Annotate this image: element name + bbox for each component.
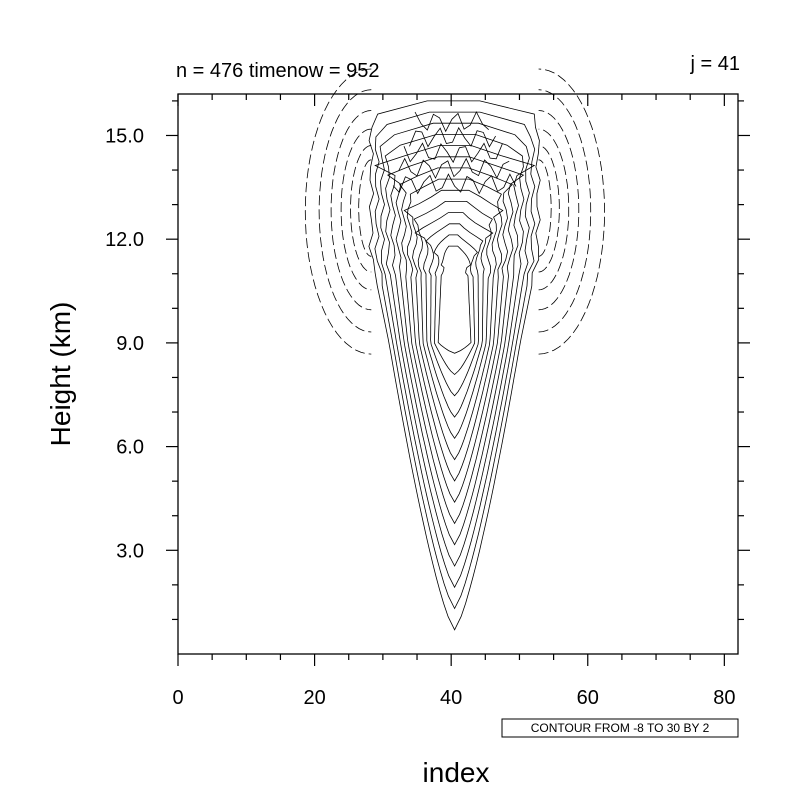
contour-lines (304, 68, 606, 631)
contour-line-negative (318, 89, 372, 333)
y-axis-title: Height (km) (45, 302, 76, 447)
contour-info-box: CONTOUR FROM -8 TO 30 BY 2 (501, 718, 739, 738)
contour-line-positive (437, 245, 472, 354)
y-tick-label: 9.0 (116, 333, 144, 355)
contour-line-negative (538, 159, 552, 257)
x-tick-label: 40 (440, 687, 462, 709)
contour-line-positive (409, 126, 496, 148)
contour-line-negative (538, 68, 606, 355)
contour-line-positive (414, 212, 494, 418)
contour-line-positive (406, 178, 503, 482)
contour-line-negative (304, 68, 372, 355)
y-tick-label: 12.0 (105, 229, 144, 251)
contour-line-positive (398, 157, 510, 179)
contour-line-positive (425, 223, 484, 397)
x-axis-title: index (423, 757, 490, 788)
contour-line-positive (392, 173, 517, 195)
title-right: j = 41 (690, 53, 740, 75)
contour-line-positive (403, 142, 503, 164)
contour-line-negative (358, 159, 372, 257)
y-axis: 3.0 6.0 9.0 12.0 15.0 (105, 100, 750, 621)
x-tick-label: 0 (172, 687, 183, 709)
contour-line-positive (368, 100, 541, 631)
y-tick-label: 15.0 (105, 125, 144, 147)
x-tick-label: 80 (713, 687, 735, 709)
y-tick-label: 3.0 (116, 540, 144, 562)
title-left: n = 476 timenow = 952 (176, 60, 379, 82)
contour-line-negative (538, 145, 560, 273)
contour-line-positive (374, 145, 536, 546)
x-axis: 0 20 40 60 80 (172, 94, 735, 709)
contour-line-positive (379, 122, 530, 589)
contour-line-positive (386, 156, 525, 525)
contour-line-negative (340, 128, 372, 291)
contour-line-negative (538, 89, 592, 333)
contour-line-negative (538, 128, 570, 291)
x-tick-label: 60 (577, 687, 599, 709)
contour-line-negative (330, 110, 372, 311)
contour-line-negative (538, 110, 580, 311)
y-tick-label: 6.0 (116, 437, 144, 459)
contour-line-positive (403, 189, 504, 461)
contour-info-label: CONTOUR FROM -8 TO 30 BY 2 (531, 721, 710, 735)
x-tick-label: 20 (303, 687, 325, 709)
contour-line-negative (350, 145, 372, 273)
contour-line-positive (433, 234, 478, 376)
contour-line-positive (413, 201, 493, 440)
plot-frame (177, 93, 739, 655)
contour-line-positive (414, 111, 489, 133)
contour-line-positive (399, 167, 514, 504)
contour-line-positive (374, 111, 536, 610)
